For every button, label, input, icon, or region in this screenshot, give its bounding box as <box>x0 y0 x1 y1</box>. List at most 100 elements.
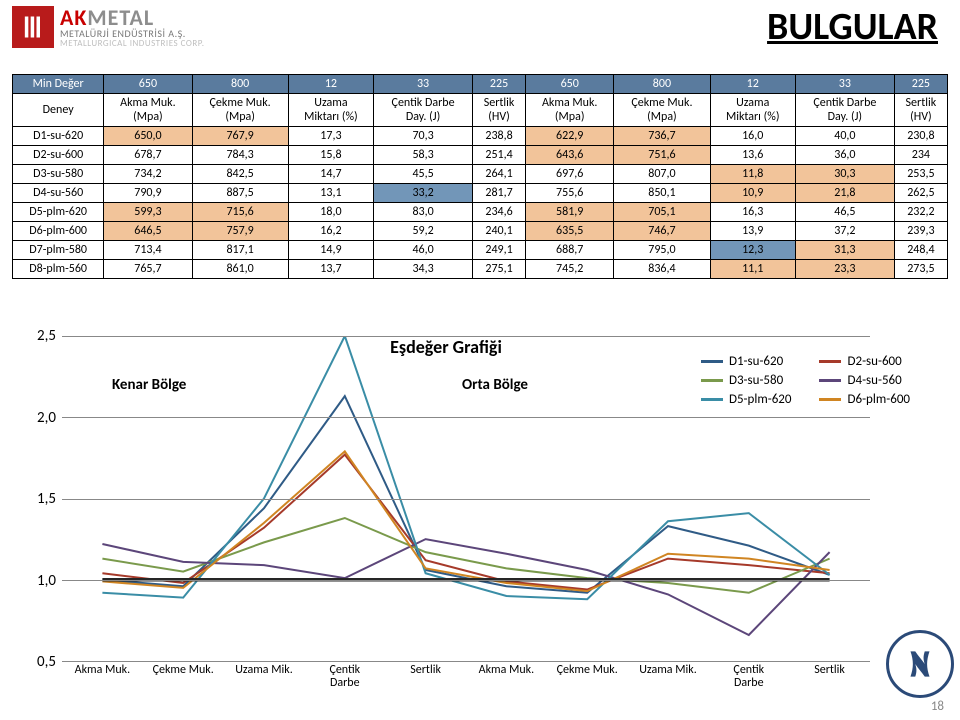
data-cell: 13,7 <box>288 260 373 279</box>
data-cell: 253,5 <box>894 165 947 184</box>
row-id-cell: D4-su-560 <box>13 184 104 203</box>
grid-line <box>62 661 870 662</box>
row-id-cell: D8-plm-560 <box>13 260 104 279</box>
data-cell: 33,2 <box>374 184 473 203</box>
table-row: D6-plm-600646,5757,916,259,2240,1635,574… <box>13 222 948 241</box>
data-cell: 232,2 <box>894 203 947 222</box>
min-value-cell: 33 <box>374 75 473 94</box>
data-cell: 34,3 <box>374 260 473 279</box>
data-cell: 715,6 <box>192 203 288 222</box>
data-cell: 635,5 <box>526 222 614 241</box>
data-cell: 234 <box>894 146 947 165</box>
data-cell: 30,3 <box>795 165 894 184</box>
logo-sub1: METALÜRJİ ENDÜSTRİSİ A.Ş. <box>60 29 205 39</box>
chart-series-line <box>102 518 829 593</box>
chart-x-axis: Akma Muk.Çekme Muk.Uzama Mik.ÇentikDarbe… <box>62 664 870 690</box>
data-cell: 249,1 <box>472 241 525 260</box>
data-cell: 581,9 <box>526 203 614 222</box>
data-cell: 734,2 <box>104 165 192 184</box>
row-id-cell: D1-su-620 <box>13 127 104 146</box>
data-cell: 767,9 <box>192 127 288 146</box>
grid-line <box>62 336 870 337</box>
data-cell: 45,5 <box>374 165 473 184</box>
x-tick-label: Sertlik <box>789 664 870 690</box>
data-cell: 643,6 <box>526 146 614 165</box>
data-cell: 622,9 <box>526 127 614 146</box>
data-cell: 16,3 <box>710 203 795 222</box>
min-value-cell: 225 <box>472 75 525 94</box>
data-cell: 230,8 <box>894 127 947 146</box>
data-cell: 14,7 <box>288 165 373 184</box>
data-cell: 688,7 <box>526 241 614 260</box>
data-cell: 746,7 <box>614 222 710 241</box>
data-cell: 21,8 <box>795 184 894 203</box>
data-cell: 736,7 <box>614 127 710 146</box>
x-tick-label: Çekme Muk. <box>547 664 628 690</box>
data-cell: 836,4 <box>614 260 710 279</box>
row-id-cell: D7-plm-580 <box>13 241 104 260</box>
data-cell: 842,5 <box>192 165 288 184</box>
table-row: D8-plm-560765,7861,013,734,3275,1745,283… <box>13 260 948 279</box>
chart-series-line <box>102 539 829 635</box>
y-tick-label: 1,5 <box>37 490 56 508</box>
data-cell: 11,1 <box>710 260 795 279</box>
data-cell: 18,0 <box>288 203 373 222</box>
data-cell: 275,1 <box>472 260 525 279</box>
data-cell: 861,0 <box>192 260 288 279</box>
data-cell: 765,7 <box>104 260 192 279</box>
data-cell: 790,9 <box>104 184 192 203</box>
data-cell: 46,5 <box>795 203 894 222</box>
logo-text: AKMETAL METALÜRJİ ENDÜSTRİSİ A.Ş. METALL… <box>60 7 205 48</box>
data-cell: 251,4 <box>472 146 525 165</box>
data-cell: 13,9 <box>710 222 795 241</box>
chart: Eşdeğer Grafiği Kenar Bölge Orta Bölge D… <box>22 336 870 690</box>
col-header: Akma Muk.(Mpa) <box>526 94 614 127</box>
data-cell: 599,3 <box>104 203 192 222</box>
data-cell: 281,7 <box>472 184 525 203</box>
data-cell: 83,0 <box>374 203 473 222</box>
x-tick-label: Uzama Mik. <box>628 664 709 690</box>
data-cell: 234,6 <box>472 203 525 222</box>
col-header: Çentik DarbeDay. (J) <box>374 94 473 127</box>
min-value-cell: 12 <box>710 75 795 94</box>
data-cell: 784,3 <box>192 146 288 165</box>
data-cell: 58,3 <box>374 146 473 165</box>
x-tick-label: Sertlik <box>385 664 466 690</box>
col-header: UzamaMiktarı (%) <box>288 94 373 127</box>
x-tick-label: Çekme Muk. <box>143 664 224 690</box>
data-cell: 887,5 <box>192 184 288 203</box>
data-cell: 745,2 <box>526 260 614 279</box>
x-tick-label: ÇentikDarbe <box>304 664 385 690</box>
data-cell: 16,2 <box>288 222 373 241</box>
min-value-cell: 12 <box>288 75 373 94</box>
table-row: D2-su-600678,7784,315,858,3251,4643,6751… <box>13 146 948 165</box>
data-cell: 262,5 <box>894 184 947 203</box>
data-cell: 59,2 <box>374 222 473 241</box>
col-header: Sertlik(HV) <box>894 94 947 127</box>
col-header: Çentik DarbeDay. (J) <box>795 94 894 127</box>
data-cell: 751,6 <box>614 146 710 165</box>
logo-sub2: METALLURGICAL INDUSTRIES CORP. <box>60 39 205 48</box>
table-row: D1-su-620650,0767,917,370,3238,8622,9736… <box>13 127 948 146</box>
min-value-cell: 225 <box>894 75 947 94</box>
chart-plot <box>62 336 870 662</box>
data-cell: 23,3 <box>795 260 894 279</box>
x-tick-label: Akma Muk. <box>466 664 547 690</box>
table-row: D4-su-560790,9887,513,133,2281,7755,6850… <box>13 184 948 203</box>
data-cell: 705,1 <box>614 203 710 222</box>
grid-line <box>62 417 870 418</box>
min-value-cell: 650 <box>104 75 192 94</box>
x-tick-label: Uzama Mik. <box>224 664 305 690</box>
data-cell: 10,9 <box>710 184 795 203</box>
row-id-cell: D3-su-580 <box>13 165 104 184</box>
university-seal-icon <box>886 630 954 698</box>
y-tick-label: 1,0 <box>37 572 56 590</box>
min-value-cell: 800 <box>192 75 288 94</box>
table-row: D5-plm-620599,3715,618,083,0234,6581,970… <box>13 203 948 222</box>
data-cell: 46,0 <box>374 241 473 260</box>
data-table-wrap: Min Değer65080012332256508001233225 Dene… <box>12 74 948 279</box>
data-cell: 13,6 <box>710 146 795 165</box>
data-cell: 850,1 <box>614 184 710 203</box>
logo-icon <box>12 6 54 48</box>
data-cell: 239,3 <box>894 222 947 241</box>
